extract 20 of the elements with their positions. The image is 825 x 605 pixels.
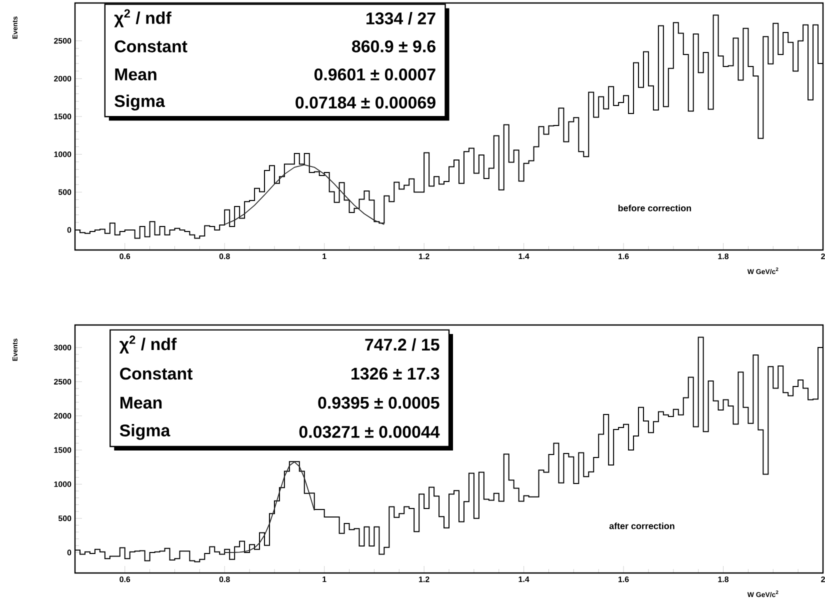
annotation: before correction bbox=[618, 204, 692, 212]
annotation: Mean bbox=[115, 68, 156, 80]
annotation: 0.9601 ± 0.0007 bbox=[314, 68, 436, 80]
line-series bbox=[224, 164, 385, 225]
annotation: 0.9395 ± 0.0005 bbox=[318, 396, 440, 409]
annotation: Sigma bbox=[114, 94, 166, 110]
annotation: 747.2 / 15 bbox=[365, 338, 440, 351]
annotation: 0.07184 ± 0.00069 bbox=[296, 96, 436, 109]
annotation: Sigma bbox=[120, 424, 170, 440]
annotation: Constant bbox=[120, 368, 193, 380]
annotation: 860.9 ± 9.6 bbox=[352, 40, 436, 52]
annotation: χ$^{2}$ / ndf bbox=[114, 9, 172, 28]
annotation: Mean bbox=[120, 396, 162, 409]
annotation: χ$^{2}$ / ndf bbox=[119, 336, 177, 354]
annotation: after correction bbox=[609, 522, 674, 530]
annotation: 1334 / 27 bbox=[366, 12, 436, 25]
annotation: 0.03271 ± 0.00044 bbox=[299, 426, 440, 438]
line-series bbox=[224, 461, 315, 553]
annotation: 1326 ± 17.3 bbox=[352, 368, 440, 380]
annotation: Constant bbox=[114, 40, 188, 52]
